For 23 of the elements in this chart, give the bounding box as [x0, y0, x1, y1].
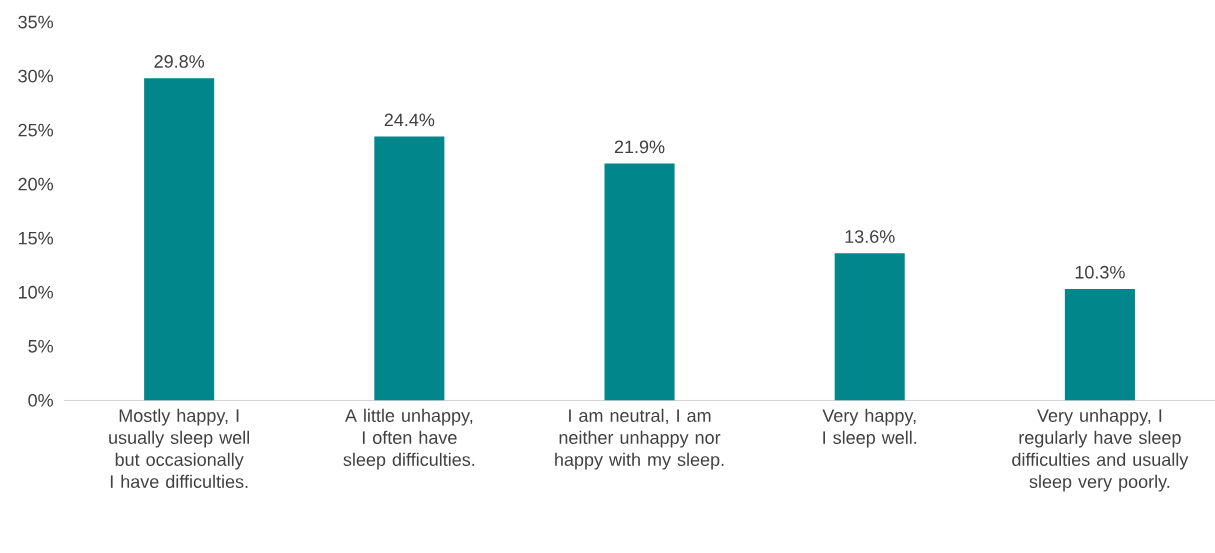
data-label: 24.4%	[384, 113, 435, 126]
x-tick-label: A little unhappy, I often have sleep difficulties.	[343, 408, 475, 470]
y-tick-label: 0%	[28, 393, 54, 407]
y-tick-label: 30%	[18, 69, 54, 83]
data-label: 21.9%	[614, 140, 665, 154]
bar	[1064, 288, 1135, 401]
x-tick-label: Very happy, I sleep well.	[822, 408, 917, 448]
y-tick-label: 20%	[18, 177, 54, 191]
data-label: 10.3%	[1075, 265, 1125, 279]
x-tick-label: I am neutral, I am neither unhappy nor happy with my sleep.	[555, 408, 724, 470]
x-tick-label: Mostly happy, I usually sleep well but occasionally I have difficulties.	[109, 408, 249, 488]
y-tick-label: 15%	[18, 231, 54, 245]
y-tick-label: 35%	[18, 15, 54, 29]
data-label: 13.6%	[845, 229, 895, 243]
y-tick-label: 10%	[18, 285, 54, 299]
y-tick-label: 25%	[18, 123, 54, 137]
bar	[834, 253, 905, 401]
y-tick-label: 5%	[28, 339, 54, 353]
bar	[144, 78, 215, 401]
bar	[374, 136, 445, 401]
data-label: 29.8%	[154, 54, 205, 68]
bar	[604, 163, 675, 401]
x-tick-label: Very unhappy, I regularly have sleep difficulties and usually sleep very poorly.	[1012, 408, 1189, 492]
